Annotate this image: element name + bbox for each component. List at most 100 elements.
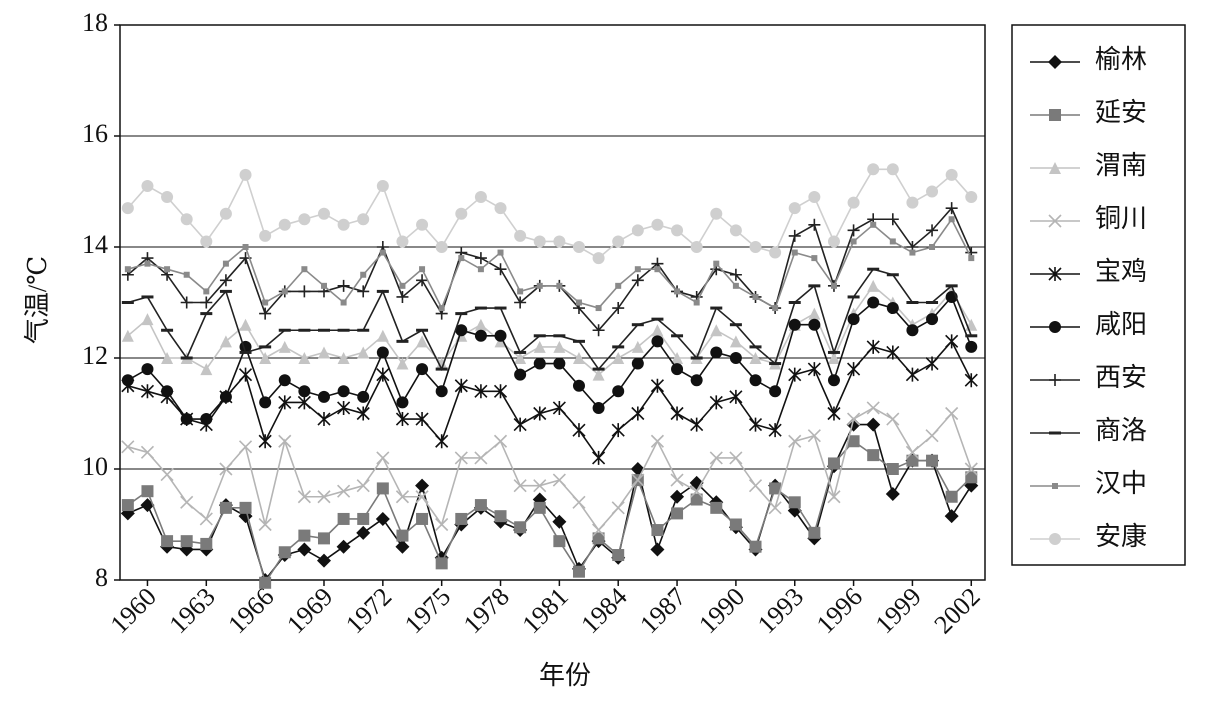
marker [847, 362, 861, 377]
marker [396, 290, 409, 303]
legend-label: 安康 [1095, 522, 1147, 551]
marker [671, 224, 684, 237]
marker [124, 266, 131, 273]
marker [474, 329, 487, 342]
marker [1049, 162, 1061, 174]
marker [631, 357, 644, 370]
series [121, 334, 978, 465]
marker [356, 525, 371, 540]
marker [631, 406, 645, 421]
marker [200, 537, 213, 550]
marker [1049, 109, 1061, 121]
y-tick-label: 14 [82, 230, 108, 259]
marker [477, 266, 484, 273]
marker [219, 501, 232, 514]
marker [435, 241, 448, 253]
marker [769, 482, 782, 495]
marker [517, 288, 524, 295]
marker [376, 451, 390, 465]
marker [968, 255, 975, 262]
y-tick-label: 12 [82, 341, 108, 370]
marker [870, 221, 877, 228]
marker [556, 282, 563, 289]
marker [611, 501, 625, 515]
marker [945, 334, 959, 349]
marker [671, 352, 684, 364]
marker [435, 557, 448, 570]
marker [889, 238, 896, 245]
marker [710, 324, 723, 337]
marker [811, 255, 818, 262]
marker [298, 529, 311, 542]
marker [827, 490, 841, 504]
marker [219, 207, 232, 220]
marker [906, 196, 919, 209]
marker [455, 512, 468, 525]
marker [494, 263, 507, 276]
marker [141, 313, 154, 326]
series [121, 435, 978, 589]
legend-label: 商洛 [1095, 416, 1147, 445]
marker [336, 539, 351, 554]
marker [808, 191, 821, 204]
marker [259, 307, 272, 320]
marker [180, 535, 193, 548]
series-line [127, 284, 972, 376]
marker [121, 202, 134, 215]
marker [945, 490, 958, 503]
marker [945, 406, 959, 421]
x-tick-label: 1972 [340, 582, 397, 639]
marker [376, 367, 390, 382]
marker [867, 279, 880, 292]
marker [654, 266, 661, 273]
marker [925, 356, 939, 371]
marker [200, 235, 213, 248]
marker [356, 406, 370, 421]
marker [592, 532, 605, 545]
plot-frame [119, 24, 986, 581]
marker [396, 235, 409, 248]
marker [454, 378, 468, 393]
marker [203, 288, 210, 295]
marker [713, 260, 720, 267]
marker [396, 396, 409, 409]
marker [474, 318, 487, 331]
marker [316, 553, 331, 568]
marker [1052, 483, 1058, 489]
marker [572, 379, 585, 392]
marker [337, 484, 351, 498]
marker [1048, 214, 1062, 228]
marker [690, 374, 703, 387]
marker [729, 352, 742, 364]
marker [281, 288, 288, 295]
marker [827, 235, 840, 248]
marker [238, 440, 253, 454]
marker [474, 384, 488, 399]
marker [867, 296, 880, 309]
marker [651, 324, 664, 337]
marker [830, 282, 837, 289]
marker [709, 451, 723, 465]
marker [808, 218, 821, 231]
legend-frame [1011, 24, 1186, 566]
marker [493, 384, 508, 399]
marker [926, 224, 939, 237]
legend-label: 西安 [1095, 363, 1147, 392]
legend-label: 渭南 [1095, 151, 1147, 180]
legend-label: 宝鸡 [1095, 257, 1147, 286]
marker [259, 576, 272, 589]
x-tick-label: 1984 [575, 582, 632, 639]
marker [847, 313, 860, 326]
marker [847, 196, 860, 209]
marker [788, 318, 801, 331]
marker [945, 168, 958, 181]
x-tick-label: 1960 [105, 582, 162, 639]
marker [592, 401, 605, 414]
marker [886, 302, 899, 315]
marker [140, 445, 155, 459]
marker [474, 499, 487, 512]
marker [886, 463, 899, 475]
marker [612, 549, 625, 562]
y-tick-label: 16 [82, 119, 108, 148]
legend-label: 延安 [1095, 98, 1147, 127]
